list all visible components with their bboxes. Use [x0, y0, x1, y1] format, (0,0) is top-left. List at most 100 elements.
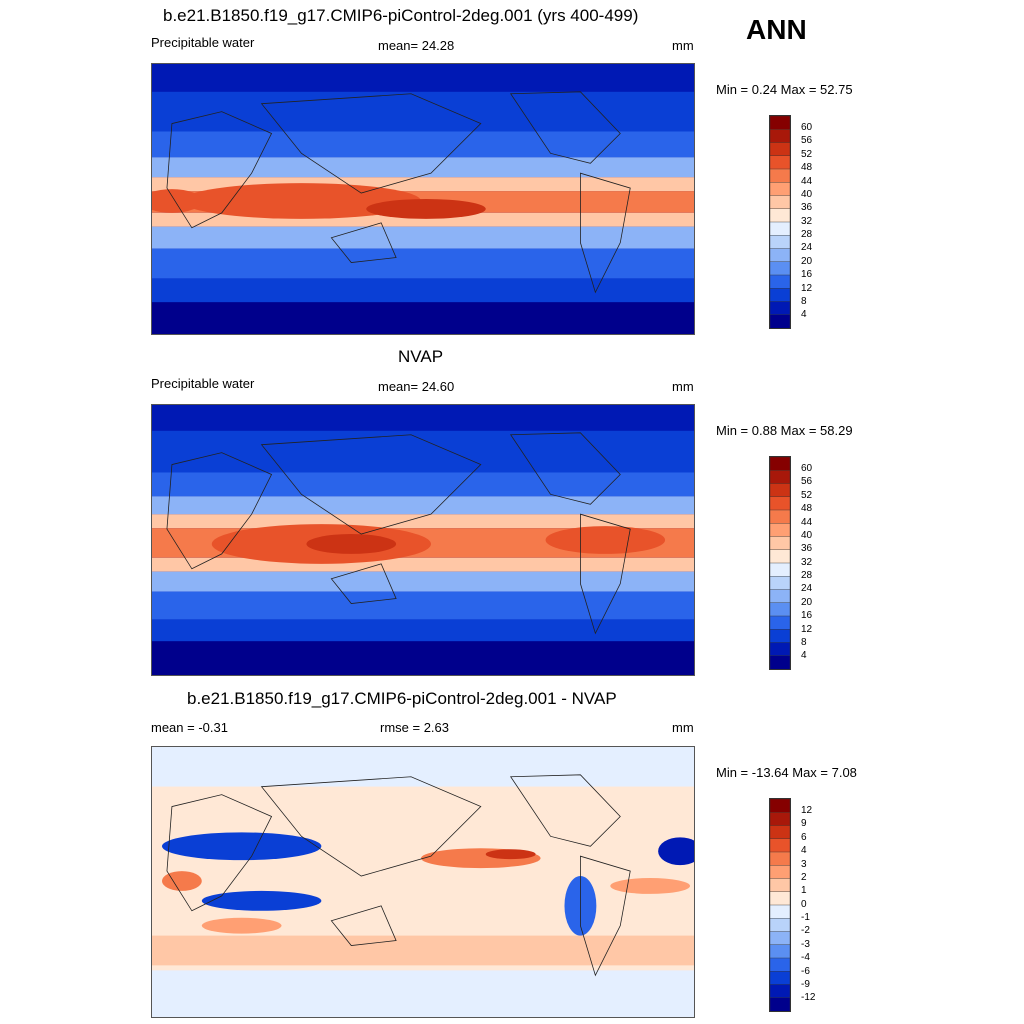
panel1-map-svg	[152, 64, 694, 334]
panel3-cb-tick: 12	[801, 805, 813, 816]
panel3-mean-label: mean = -0.31	[151, 720, 228, 735]
panel2-colorbar-swatches	[770, 457, 790, 669]
panel2-colorbar-swatch	[770, 457, 790, 471]
panel3-cb-tick: -1	[801, 912, 810, 923]
panel2-colorbar-swatch	[770, 470, 790, 485]
panel1-colorbar-swatch	[770, 155, 790, 170]
panel1-colorbar-swatch	[770, 116, 790, 130]
panel3-colorbar-swatch	[770, 851, 790, 866]
panel3-colorbar-swatch	[770, 971, 790, 986]
panel3-colorbar-swatch	[770, 931, 790, 946]
panel1-units-label: mm	[672, 38, 694, 53]
panel1-map	[151, 63, 695, 335]
panel2-cb-tick: 44	[801, 517, 813, 528]
panel1-colorbar-svg	[770, 116, 790, 328]
panel3-colorbar-swatch	[770, 997, 790, 1011]
panel2-minmax-label: Min = 0.88 Max = 58.29	[716, 423, 853, 438]
panel2-variable-label: Precipitable water	[151, 376, 255, 391]
panel1-cb-tick: 56	[801, 135, 813, 146]
panel3-cb-tick: 4	[801, 845, 807, 856]
panel2-colorbar-swatch	[770, 523, 790, 538]
panel3-colorbar-swatch	[770, 944, 790, 959]
panel2-cb-tick: 4	[801, 650, 807, 661]
panel1-colorbar-swatch	[770, 274, 790, 289]
panel1-colorbar	[769, 115, 791, 329]
panel2-mean-label: mean= 24.60	[378, 379, 455, 394]
panel1-cb-tick: 52	[801, 149, 813, 160]
panel1-cb-tick: 32	[801, 216, 813, 227]
panel2-colorbar-svg	[770, 457, 790, 669]
panel1-cb-tick: 24	[801, 242, 813, 253]
panel1-cb-tick: 48	[801, 162, 813, 173]
panel1-cb-tick: 20	[801, 256, 813, 267]
panel1-colorbar-swatches	[770, 116, 790, 328]
panel1-colorbar-swatch	[770, 248, 790, 263]
panel2-cb-tick: 20	[801, 597, 813, 608]
panel3-colorbar-swatch	[770, 904, 790, 919]
panel3-colorbar-swatch	[770, 865, 790, 880]
panel2-cb-tick: 16	[801, 610, 813, 621]
panel3-cb-tick: -2	[801, 925, 810, 936]
panel2-colorbar-swatch	[770, 589, 790, 604]
panel1-cb-tick: 8	[801, 296, 807, 307]
panel1-colorbar-swatch	[770, 261, 790, 276]
panel3-cb-tick: 2	[801, 872, 807, 883]
panel2-colorbar-swatch	[770, 496, 790, 511]
panel2-colorbar-swatch	[770, 509, 790, 524]
panel1-colorbar-swatch	[770, 208, 790, 223]
panel1-cb-tick: 36	[801, 202, 813, 213]
panel1-colorbar-swatch	[770, 288, 790, 303]
panel2-cb-tick: 56	[801, 476, 813, 487]
panel3-cb-tick: 0	[801, 899, 807, 910]
panel3-colorbar-swatch	[770, 891, 790, 906]
season-label: ANN	[746, 14, 807, 45]
panel1-variable-label: Precipitable water	[151, 35, 255, 50]
panel3-cb-tick: -12	[801, 992, 816, 1003]
panel2-cb-tick: 32	[801, 557, 813, 568]
panel1-colorbar-swatch	[770, 235, 790, 250]
panel2-map-svg	[152, 405, 694, 675]
panel1-cb-tick: 4	[801, 309, 807, 320]
panel3-colorbar-swatch	[770, 918, 790, 933]
panel1-colorbar-swatch	[770, 142, 790, 157]
panel3-colorbar-swatch	[770, 838, 790, 853]
panel3-colorbar-swatch	[770, 957, 790, 972]
panel2-colorbar-swatch	[770, 483, 790, 498]
panel1-minmax-label: Min = 0.24 Max = 52.75	[716, 82, 853, 97]
panel1-cb-tick: 16	[801, 269, 813, 280]
panel3-colorbar-swatch	[770, 799, 790, 813]
panel1-colorbar-swatch	[770, 195, 790, 210]
panel2-colorbar-swatch	[770, 629, 790, 644]
panel1-mean-label: mean= 24.28	[378, 38, 455, 53]
panel1-colorbar-swatch	[770, 129, 790, 144]
panel2-colorbar-swatch	[770, 576, 790, 591]
panel3-colorbar-swatches	[770, 799, 790, 1011]
panel3-title: b.e21.B1850.f19_g17.CMIP6-piControl-2deg…	[187, 689, 617, 708]
panel3-colorbar	[769, 798, 791, 1012]
panel3-cb-tick: 9	[801, 818, 807, 829]
panel2-units-label: mm	[672, 379, 694, 394]
panel1-colorbar-swatch	[770, 314, 790, 328]
panel3-cb-tick: -3	[801, 939, 810, 950]
panel2-colorbar-swatch	[770, 536, 790, 551]
panel2-cb-tick: 40	[801, 530, 813, 541]
panel3-colorbar-swatch	[770, 878, 790, 893]
panel2-cb-tick: 24	[801, 583, 813, 594]
panel3-colorbar-swatch	[770, 825, 790, 840]
panel2-cb-tick: 60	[801, 463, 813, 474]
panel3-cb-tick: 3	[801, 859, 807, 870]
panel1-cb-tick: 60	[801, 122, 813, 133]
panel2-cb-tick: 12	[801, 624, 813, 635]
panel3-units-label: mm	[672, 720, 694, 735]
panel1-title: b.e21.B1850.f19_g17.CMIP6-piControl-2deg…	[163, 6, 639, 25]
panel3-rmse-label: rmse = 2.63	[380, 720, 450, 735]
panel3-cb-tick: -6	[801, 966, 810, 977]
panel1-colorbar-swatch	[770, 221, 790, 236]
panel2-colorbar	[769, 456, 791, 670]
panel1-cb-tick: 44	[801, 176, 813, 187]
panel3-colorbar-swatch	[770, 812, 790, 827]
panel2-map	[151, 404, 695, 676]
panel2-cb-tick: 8	[801, 637, 807, 648]
panel3-cb-tick: 6	[801, 832, 807, 843]
panel1-colorbar-swatch	[770, 182, 790, 197]
